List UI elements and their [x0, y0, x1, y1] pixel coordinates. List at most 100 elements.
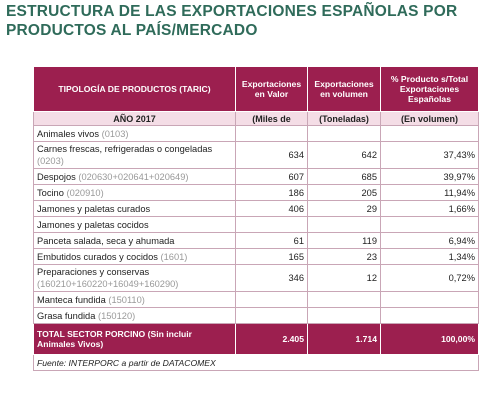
volumen-cell: 119: [307, 232, 381, 249]
total-valor: 2.405: [235, 323, 308, 355]
product-cell: Grasa fundida (150120): [33, 307, 236, 324]
table-row: Jamones y paletas curados 406 29 1,66%: [33, 200, 479, 217]
column-header: TIPOLOGÍA DE PRODUCTOS (TARIC): [33, 66, 236, 112]
product-cell: Carnes frescas, refrigeradas o congelada…: [33, 141, 236, 169]
pct-cell: [380, 125, 479, 142]
product-name: Jamones y paletas curados: [37, 203, 151, 214]
product-cell: Animales vivos (0103): [33, 125, 236, 142]
product-name: Animales vivos: [37, 128, 100, 139]
valor-cell: 61: [235, 232, 308, 249]
pct-cell: 6,94%: [380, 232, 479, 249]
volumen-value: 12: [366, 273, 377, 283]
volumen-cell: [307, 216, 381, 233]
total-pct: 100,00%: [380, 323, 479, 355]
valor-cell: 346: [235, 264, 308, 292]
volumen-cell: 205: [307, 184, 381, 201]
product-name: Despojos: [37, 171, 76, 182]
taric-code: (0103): [101, 128, 129, 139]
taric-code: (1601): [160, 251, 188, 262]
valor-cell: [235, 307, 308, 324]
volumen-cell: 29: [307, 200, 381, 217]
pct-cell: 37,43%: [380, 141, 479, 169]
valor-value: 346: [288, 273, 304, 283]
volumen-cell: 642: [307, 141, 381, 169]
valor-cell: 165: [235, 248, 308, 265]
valor-cell: 634: [235, 141, 308, 169]
table-row: Carnes frescas, refrigeradas o congelada…: [33, 141, 479, 169]
valor-cell: [235, 216, 308, 233]
product-name: Panceta salada, seca y ahumada: [37, 235, 175, 246]
pct-value: 11,94%: [444, 187, 475, 198]
table-row: Panceta salada, seca y ahumada 61 119 6,94%: [33, 232, 479, 249]
volumen-cell: [307, 125, 381, 142]
pct-cell: [380, 216, 479, 233]
product-name: Tocino: [37, 187, 64, 198]
taric-code: (020630+020641+020649): [78, 171, 189, 182]
pct-value: 0,72%: [448, 273, 475, 283]
taric-code: (150120): [98, 310, 136, 321]
table-row: Preparaciones y conservas (160210+160220…: [33, 264, 479, 292]
column-header: % Producto s/Total Exportaciones Español…: [380, 66, 479, 112]
valor-cell: [235, 125, 308, 142]
valor-value: 634: [288, 150, 304, 160]
subheader-cell: (En volumen): [380, 111, 479, 126]
product-name: Grasa fundida: [37, 310, 96, 321]
volumen-value: 29: [366, 203, 377, 214]
volumen-value: 119: [362, 235, 377, 246]
valor-value: 61: [293, 235, 304, 246]
column-header: Exportaciones en volumen: [307, 66, 381, 112]
volumen-cell: [307, 307, 381, 324]
pct-value: 37,43%: [443, 150, 475, 160]
pct-cell: 0,72%: [380, 264, 479, 292]
total-row: TOTAL SECTOR PORCINO (Sin incluir Animal…: [33, 323, 479, 355]
total-label: TOTAL SECTOR PORCINO (Sin incluir Animal…: [33, 323, 236, 355]
valor-value: 406: [288, 203, 304, 214]
product-cell: Preparaciones y conservas (160210+160220…: [33, 264, 236, 292]
volumen-cell: 685: [307, 168, 381, 185]
volumen-value: 685: [361, 171, 377, 182]
subheader-cell: (Toneladas): [307, 111, 381, 126]
taric-code: (0203): [37, 156, 64, 166]
table-row: Animales vivos (0103): [33, 125, 479, 142]
product-name: Manteca fundida: [37, 294, 106, 305]
table-row: Despojos (020630+020641+020649) 607 685 39,…: [33, 168, 479, 185]
volumen-value: 205: [361, 187, 377, 198]
source: Fuente: INTERPORC a partir de DATACOMEX: [33, 354, 479, 371]
product-cell: Tocino (020910): [33, 184, 236, 201]
product-name: Embutidos curados y cocidos: [37, 251, 158, 262]
valor-cell: 186: [235, 184, 308, 201]
source-row: Fuente: INTERPORC a partir de DATACOMEX: [33, 354, 479, 371]
table-row: Tocino (020910) 186 205 11,94%: [33, 184, 479, 201]
product-name: Preparaciones y conservas: [37, 267, 150, 277]
valor-cell: [235, 291, 308, 308]
pct-value: 39,97%: [443, 171, 475, 182]
table-row: Embutidos curados y cocidos (1601) 165 23 1…: [33, 248, 479, 265]
volumen-value: 642: [361, 150, 377, 160]
pct-value: 1,34%: [448, 251, 475, 262]
volumen-cell: 12: [307, 264, 381, 292]
valor-value: 186: [288, 187, 304, 198]
title: ESTRUCTURA DE LAS EXPORTACIONES ESPAÑOLA…: [6, 3, 458, 39]
table-row: Jamones y paletas cocidos: [33, 216, 479, 233]
pct-cell: [380, 291, 479, 308]
header-row: TIPOLOGÍA DE PRODUCTOS (TARIC) Exportacio…: [33, 66, 479, 112]
volumen-cell: 23: [307, 248, 381, 265]
pct-cell: 1,34%: [380, 248, 479, 265]
subheader-cell: AÑO 2017: [33, 111, 236, 126]
valor-value: 607: [288, 171, 304, 182]
total-volumen: 1.714: [307, 323, 381, 355]
volumen-cell: [307, 291, 381, 308]
product-cell: Manteca fundida (150110): [33, 291, 236, 308]
pct-value: 6,94%: [448, 235, 475, 246]
pct-cell: [380, 307, 479, 324]
subheader-row: AÑO 2017 (Miles de (Toneladas) (En volumen): [33, 111, 479, 126]
taric-code: (020910): [66, 187, 104, 198]
product-cell: Panceta salada, seca y ahumada: [33, 232, 236, 249]
subheader-cell: (Miles de: [235, 111, 308, 126]
product-name: Jamones y paletas cocidos: [37, 219, 149, 230]
product-cell: Embutidos curados y cocidos (1601): [33, 248, 236, 265]
product-cell: Jamones y paletas curados: [33, 200, 236, 217]
table-row: Grasa fundida (150120): [33, 307, 479, 324]
valor-value: 165: [288, 251, 304, 262]
valor-cell: 607: [235, 168, 308, 185]
